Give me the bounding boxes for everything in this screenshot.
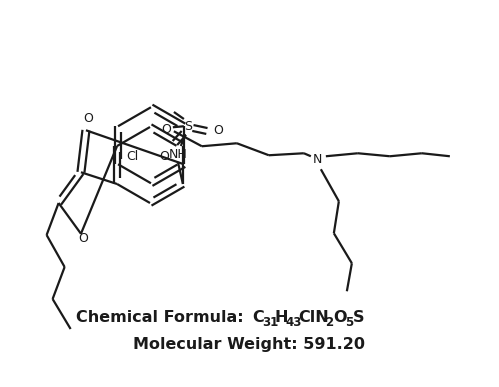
- Text: NH: NH: [169, 147, 187, 161]
- Text: O: O: [83, 112, 93, 125]
- Text: S: S: [184, 120, 192, 132]
- Text: S: S: [353, 310, 364, 325]
- Text: 2: 2: [325, 317, 333, 329]
- Text: O: O: [213, 125, 223, 137]
- Text: C: C: [252, 310, 264, 325]
- Text: 5: 5: [345, 317, 353, 329]
- Text: O: O: [333, 310, 346, 325]
- Text: N: N: [313, 153, 322, 166]
- Text: H: H: [275, 310, 288, 325]
- Text: Chemical Formula:: Chemical Formula:: [76, 310, 249, 325]
- Text: O: O: [161, 123, 171, 136]
- Text: Molecular Weight: 591.20: Molecular Weight: 591.20: [134, 337, 365, 353]
- Text: 31: 31: [262, 317, 278, 329]
- Text: Cl: Cl: [126, 150, 138, 163]
- Text: O: O: [159, 149, 169, 163]
- Text: O: O: [78, 232, 88, 245]
- Text: ClN: ClN: [298, 310, 329, 325]
- Text: 43: 43: [285, 317, 301, 329]
